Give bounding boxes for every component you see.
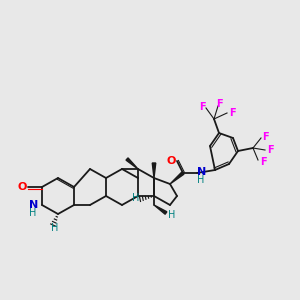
- Polygon shape: [154, 205, 167, 214]
- Text: F: F: [199, 102, 205, 112]
- Text: H: H: [197, 175, 205, 185]
- Text: F: F: [229, 108, 235, 118]
- Text: O: O: [166, 156, 176, 166]
- Text: F: F: [260, 157, 266, 167]
- Text: H: H: [132, 193, 140, 203]
- Text: F: F: [267, 145, 273, 155]
- Text: N: N: [197, 167, 207, 177]
- Text: H: H: [29, 208, 37, 218]
- Polygon shape: [170, 172, 184, 184]
- Text: N: N: [29, 200, 39, 210]
- Text: F: F: [262, 132, 268, 142]
- Polygon shape: [126, 158, 138, 169]
- Text: O: O: [17, 182, 27, 192]
- Text: F: F: [216, 99, 222, 109]
- Text: H: H: [168, 210, 176, 220]
- Text: H: H: [51, 223, 59, 233]
- Polygon shape: [152, 163, 156, 178]
